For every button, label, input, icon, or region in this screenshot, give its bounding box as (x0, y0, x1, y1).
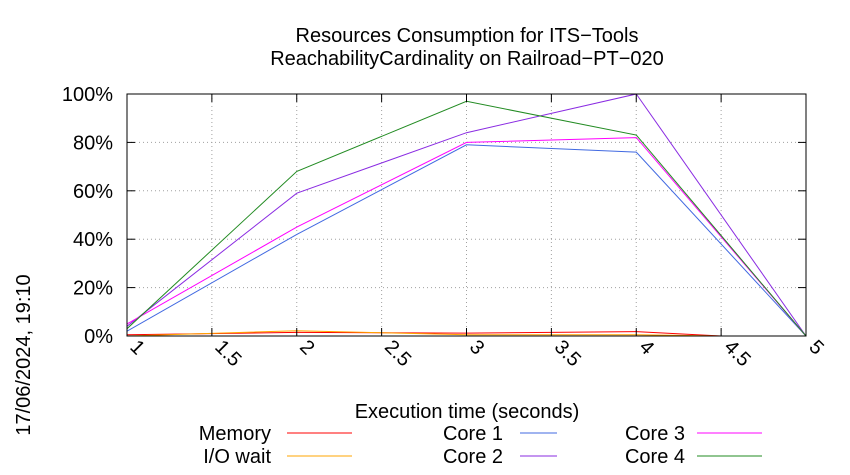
x-tick-label: 4 (635, 336, 658, 359)
y-tick-label: 60% (73, 181, 113, 203)
y-ticks: 0% 20% 40% 60% 80% 100% (62, 84, 806, 348)
x-tick-label: 1 (125, 336, 148, 359)
y-tick-label: 100% (62, 84, 113, 106)
x-axis-label: Execution time (seconds) (355, 401, 580, 423)
x-tick-label: 2.5 (380, 336, 415, 371)
x-tick-label: 3 (465, 336, 488, 359)
y-tick-label: 40% (73, 229, 113, 251)
x-tick-label: 3.5 (550, 336, 585, 371)
y-tick-label: 20% (73, 278, 113, 300)
legend-label: Core 1 (443, 423, 503, 445)
chart-title: Resources Consumption for ITS−Tools (296, 25, 639, 47)
legend-label: Core 3 (625, 423, 685, 445)
y-tick-label: 80% (73, 132, 113, 154)
x-tick-label: 2 (295, 336, 318, 359)
series-line (126, 144, 807, 337)
legend-label: Core 4 (625, 446, 685, 468)
legend-label: Memory (199, 423, 271, 445)
series-line (126, 137, 807, 337)
legend-label: I/O wait (203, 446, 271, 468)
x-tick-label: 1.5 (210, 336, 245, 371)
legend-label: Core 2 (443, 446, 503, 468)
x-tick-label: 5 (804, 336, 827, 359)
y-tick-label: 0% (84, 326, 113, 348)
side-label: 17/06/2024, 19:10 (13, 274, 35, 435)
series-line (126, 93, 807, 337)
x-tick-label: 4.5 (720, 336, 755, 371)
chart-subtitle: ReachabilityCardinality on Railroad−PT−0… (270, 48, 664, 70)
